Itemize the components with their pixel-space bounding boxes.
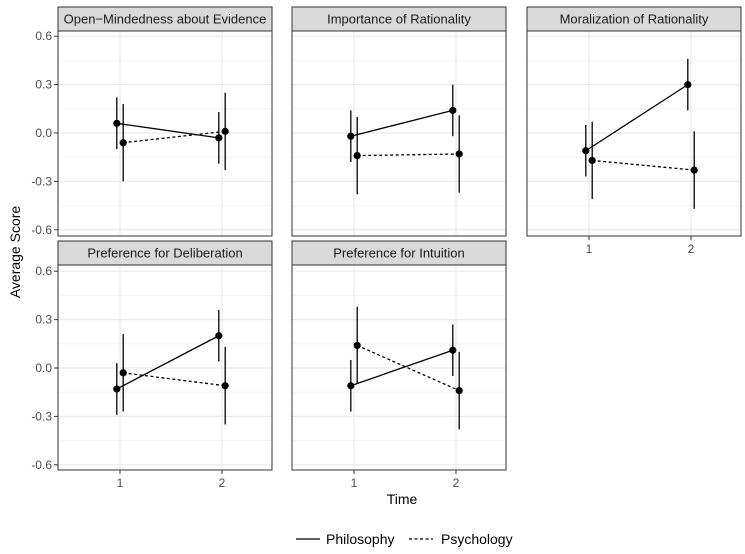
y-tick-label: 0.3 (35, 313, 52, 327)
series-line-psychology (123, 372, 226, 387)
x-tick-label: 1 (586, 242, 593, 256)
y-tick-label: 0.0 (35, 126, 52, 140)
y-tick-label: 0.6 (35, 264, 52, 278)
series-line-philosophy (116, 335, 220, 390)
facet-panel-2: Importance of Rationality (291, 6, 507, 237)
legend-item-psychology: Psychology (409, 531, 513, 547)
data-point-psychology-t2 (455, 386, 463, 395)
facet-panel-4: Preference for Deliberation 0.6 0.3 0.0 -0.3… (31, 240, 273, 490)
facet-title: Open−Mindedness about Evidence (64, 12, 267, 27)
y-tick-label: 0.3 (35, 78, 52, 92)
facet-title: Preference for Intuition (333, 246, 465, 261)
series-philosophy (347, 324, 457, 412)
data-point-psychology-t1 (119, 139, 127, 147)
facet-strip (57, 240, 273, 266)
panel-border (291, 30, 507, 237)
series-philosophy (582, 58, 692, 177)
legend: Philosophy Psychology (296, 531, 513, 547)
series-line-philosophy (350, 109, 453, 137)
data-point-philosophy-t2 (449, 346, 457, 354)
facet-title: Importance of Rationality (327, 12, 471, 27)
legend-label: Philosophy (326, 531, 395, 547)
series-philosophy (113, 97, 223, 164)
legend-label: Psychology (441, 531, 513, 547)
x-tick-label: 1 (351, 476, 358, 490)
data-point-philosophy-t2 (215, 134, 223, 142)
y-tick-label: -0.6 (31, 223, 52, 237)
y-tick-label: -0.3 (31, 174, 52, 188)
data-point-psychology-t1 (353, 151, 361, 160)
series-line-philosophy (585, 84, 689, 152)
data-point-psychology-t2 (221, 127, 229, 135)
data-point-philosophy-t1 (113, 119, 121, 127)
data-point-psychology-t1 (353, 341, 361, 350)
panel-border (526, 30, 742, 237)
data-point-psychology-t2 (221, 382, 229, 390)
facet-strip (291, 6, 507, 32)
data-point-psychology-t1 (588, 156, 596, 165)
legend-item-philosophy: Philosophy (296, 531, 395, 547)
series-line-psychology (357, 153, 460, 157)
y-axis-title: Average Score (7, 206, 23, 299)
series-philosophy (347, 84, 457, 163)
facet-title: Moralization of Rationality (560, 12, 709, 27)
data-point-philosophy-t2 (449, 106, 457, 115)
data-point-psychology-t1 (119, 369, 127, 377)
series-philosophy (113, 309, 223, 415)
data-point-psychology-t2 (455, 150, 463, 158)
data-point-philosophy-t1 (347, 132, 355, 140)
data-point-philosophy-t1 (113, 385, 121, 393)
series-psychology (119, 334, 229, 425)
panel-border (291, 264, 507, 471)
series-line-philosophy (350, 349, 454, 387)
series-psychology (353, 115, 463, 195)
series-psychology (119, 92, 229, 182)
x-tick-label: 2 (219, 476, 226, 490)
series-line-philosophy (116, 122, 219, 139)
facet-panel-3: Moralization of Rationality 1 2 (526, 6, 742, 256)
x-tick-label: 1 (117, 476, 124, 490)
facet-title: Preference for Deliberation (87, 246, 242, 261)
data-point-philosophy-t1 (347, 382, 355, 390)
x-tick-label: 2 (688, 242, 695, 256)
facet-panel-5: Preference for Intuition 1 2 (291, 240, 507, 490)
series-psychology (588, 121, 698, 209)
y-tick-label: -0.3 (31, 409, 52, 423)
data-point-psychology-t2 (690, 166, 698, 174)
y-tick-label: 0.6 (35, 29, 52, 43)
series-line-psychology (123, 130, 226, 144)
y-tick-label: 0.0 (35, 361, 52, 375)
x-axis-title: Time (387, 491, 418, 507)
data-point-philosophy-t2 (215, 332, 223, 340)
series-psychology (353, 306, 463, 430)
data-point-philosophy-t2 (684, 81, 692, 89)
facet-panel-1: Open−Mindedness about Evidence 0.6 0.3 0.0 -… (31, 6, 273, 237)
series-line-psychology (592, 159, 695, 171)
x-tick-label: 2 (453, 476, 460, 490)
y-tick-label: -0.6 (31, 458, 52, 472)
data-point-philosophy-t1 (582, 147, 590, 155)
series-line-psychology (356, 344, 460, 392)
